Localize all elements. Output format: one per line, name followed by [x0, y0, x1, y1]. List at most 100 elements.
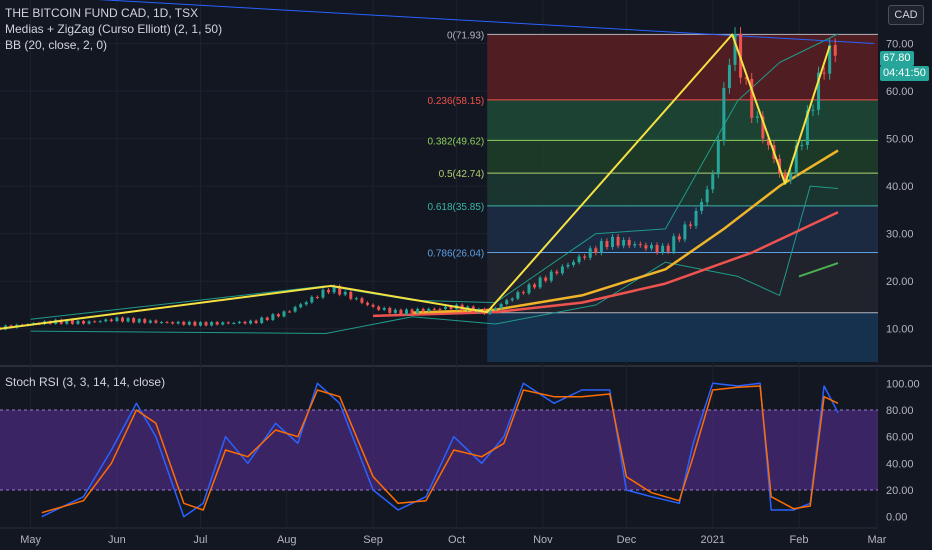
candle-body-77 [427, 308, 431, 312]
candle-body-57 [315, 296, 319, 298]
candle-body-61 [338, 286, 342, 295]
candle-body-112 [622, 239, 626, 246]
candle-body-52 [288, 311, 292, 313]
y-tick-main-6: 10.00 [886, 324, 914, 336]
x-tick-5: Oct [448, 534, 465, 546]
candle-body-67 [371, 304, 375, 307]
candle-body-100 [555, 271, 559, 274]
candle-body-94 [521, 292, 525, 294]
x-tick-1: Jun [108, 534, 126, 546]
candle-body-81 [449, 306, 453, 310]
candle-body-64 [354, 298, 358, 300]
candle-body-20 [109, 319, 113, 322]
candle-body-106 [588, 248, 592, 258]
x-tick-2: Jul [193, 534, 207, 546]
currency-button[interactable]: CAD [888, 5, 924, 25]
candle-body-90 [499, 304, 503, 309]
candle-body-23 [126, 318, 130, 322]
candle-body-43 [237, 321, 241, 323]
candle-body-95 [527, 284, 531, 294]
ma-slow-line [373, 211, 839, 318]
x-tick-8: 2021 [700, 534, 724, 546]
candle-body-148 [822, 72, 826, 74]
y-tick-stoch-0: 100.00 [886, 378, 920, 390]
candle-body-30 [165, 322, 169, 324]
candle-body-109 [605, 240, 609, 248]
candle-body-78 [432, 308, 436, 310]
y-tick-stoch-1: 80.00 [886, 405, 914, 417]
fib-band-3 [487, 173, 878, 206]
candle-body-26 [143, 319, 147, 323]
y-tick-main-4: 30.00 [886, 229, 914, 241]
candle-body-16 [87, 321, 91, 324]
candle-body-129 [716, 140, 720, 175]
fib-band-2 [487, 140, 878, 174]
candle-body-99 [549, 271, 553, 281]
candle-body-71 [393, 309, 397, 313]
candle-body-46 [254, 320, 258, 323]
candle-body-113 [627, 239, 631, 246]
candle-body-103 [572, 262, 576, 265]
y-tick-stoch-5: 0.00 [886, 512, 907, 524]
x-tick-0: May [20, 534, 41, 546]
candle-body-130 [722, 87, 726, 141]
x-tick-9: Feb [790, 534, 809, 546]
indicator-bb-label[interactable]: BB (20, close, 2, 0) [5, 38, 108, 52]
x-tick-10: Mar [868, 534, 887, 546]
x-tick-6: Nov [533, 534, 553, 546]
candle-body-29 [159, 322, 163, 324]
last-price-badge: 67.80 [880, 51, 914, 66]
candle-body-32 [176, 321, 180, 324]
candle-body-24 [132, 318, 136, 323]
candle-body-66 [366, 302, 370, 305]
candle-body-105 [583, 256, 587, 258]
fib-label-3: 0.5(42.74) [439, 169, 485, 180]
candle-body-63 [349, 291, 353, 299]
candle-body-79 [438, 308, 442, 310]
y-tick-main-2: 50.00 [886, 134, 914, 146]
candle-body-73 [404, 309, 408, 315]
candle-body-97 [538, 277, 542, 288]
candle-body-121 [672, 236, 676, 252]
zigzag-line [0, 33, 831, 330]
candle-body-36 [198, 322, 202, 326]
indicator-stoch-rsi-label[interactable]: Stoch RSI (3, 3, 14, 14, close) [5, 375, 166, 389]
y-tick-stoch-2: 60.00 [886, 432, 914, 444]
stoch-d-line [41, 385, 839, 514]
candle-body-91 [505, 300, 509, 305]
candle-body-122 [677, 236, 681, 240]
candle-body-128 [711, 174, 715, 190]
candle-body-12 [65, 320, 69, 324]
indicator-zigzag-label[interactable]: Medias + ZigZag (Curso Elliott) (2, 1, 5… [5, 22, 223, 36]
candle-body-146 [811, 109, 815, 111]
candle-body-53 [293, 307, 297, 312]
x-tick-3: Aug [277, 534, 297, 546]
candle-body-14 [76, 320, 80, 324]
candle-body-107 [594, 248, 598, 253]
candle-body-72 [399, 309, 403, 315]
y-tick-stoch-3: 40.00 [886, 458, 914, 470]
candle-body-35 [193, 321, 197, 326]
candle-body-144 [800, 145, 804, 147]
candle-body-80 [443, 306, 447, 310]
candle-body-136 [755, 116, 759, 118]
candle-body-110 [611, 236, 615, 248]
candle-body-115 [638, 244, 642, 246]
ma-extra-line [798, 262, 839, 278]
fib-label-2: 0.382(49.62) [428, 136, 485, 147]
candle-body-27 [148, 320, 152, 323]
candle-body-58 [321, 289, 325, 298]
candle-body-98 [544, 277, 548, 281]
candle-body-62 [343, 291, 347, 295]
candle-body-37 [204, 322, 208, 326]
y-tick-main-0: 70.00 [886, 39, 914, 51]
candle-body-50 [276, 314, 280, 317]
fib-band-0 [487, 34, 878, 100]
candle-body-42 [232, 322, 236, 324]
candle-body-142 [789, 173, 793, 181]
candle-body-101 [560, 266, 564, 274]
candle-body-111 [616, 236, 620, 246]
candle-body-47 [260, 317, 264, 323]
candle-body-51 [282, 311, 286, 317]
